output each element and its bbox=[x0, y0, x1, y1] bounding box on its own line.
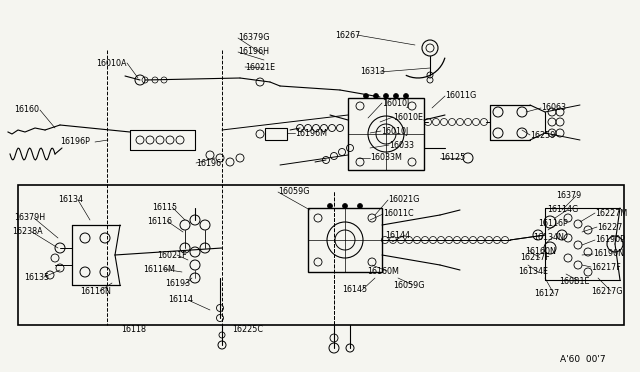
Text: 16116P: 16116P bbox=[538, 218, 568, 228]
Text: 16259: 16259 bbox=[530, 131, 556, 140]
Text: 16196H: 16196H bbox=[238, 48, 269, 57]
Text: 16063: 16063 bbox=[541, 103, 566, 112]
Circle shape bbox=[383, 93, 388, 99]
Text: 16190N: 16190N bbox=[593, 250, 624, 259]
Text: 16033: 16033 bbox=[389, 141, 414, 150]
Text: 16196P: 16196P bbox=[60, 138, 90, 147]
Circle shape bbox=[358, 203, 362, 208]
Text: 16196M: 16196M bbox=[295, 128, 327, 138]
Text: 16059G: 16059G bbox=[278, 187, 310, 196]
Text: 16125: 16125 bbox=[440, 154, 465, 163]
Text: 16116: 16116 bbox=[147, 217, 172, 225]
Circle shape bbox=[328, 203, 333, 208]
Text: 16160: 16160 bbox=[14, 106, 39, 115]
Circle shape bbox=[342, 203, 348, 208]
Text: 16011C: 16011C bbox=[383, 209, 413, 218]
Bar bbox=[18, 185, 624, 325]
Text: 16144: 16144 bbox=[385, 231, 410, 240]
Circle shape bbox=[364, 93, 369, 99]
Text: 16114G: 16114G bbox=[547, 205, 579, 215]
Text: 16225C: 16225C bbox=[232, 326, 263, 334]
Text: 16217F: 16217F bbox=[520, 253, 550, 263]
Text: 16379H: 16379H bbox=[14, 214, 45, 222]
Text: 16010J: 16010J bbox=[381, 126, 408, 135]
Text: 16059G: 16059G bbox=[393, 280, 424, 289]
Text: 160B1E: 160B1E bbox=[559, 276, 589, 285]
Text: 16021F: 16021F bbox=[157, 250, 187, 260]
Text: 16217F: 16217F bbox=[591, 263, 621, 272]
Text: 16127: 16127 bbox=[534, 289, 559, 298]
Text: 16227: 16227 bbox=[597, 222, 622, 231]
Text: 16227M: 16227M bbox=[595, 208, 627, 218]
Bar bbox=[348, 98, 424, 170]
Text: 16196: 16196 bbox=[196, 158, 221, 167]
Text: 16118: 16118 bbox=[121, 326, 146, 334]
Text: 16160M: 16160M bbox=[367, 266, 399, 276]
Text: 16238A: 16238A bbox=[12, 228, 43, 237]
Text: 16134N: 16134N bbox=[533, 232, 564, 241]
Text: 16145: 16145 bbox=[342, 285, 367, 295]
Text: 16267: 16267 bbox=[335, 31, 360, 39]
Text: 16011G: 16011G bbox=[445, 92, 476, 100]
Text: 16135: 16135 bbox=[24, 273, 49, 282]
Circle shape bbox=[394, 93, 399, 99]
Text: 16217G: 16217G bbox=[591, 286, 623, 295]
Text: 16313: 16313 bbox=[360, 67, 385, 77]
Text: 16116N: 16116N bbox=[80, 286, 111, 295]
Text: 16116M: 16116M bbox=[143, 264, 175, 273]
Text: 16134: 16134 bbox=[58, 196, 83, 205]
Text: 16021E: 16021E bbox=[245, 62, 275, 71]
Text: A'60  00'7: A'60 00'7 bbox=[560, 356, 605, 365]
Bar bbox=[265, 128, 287, 140]
Text: 16114: 16114 bbox=[168, 295, 193, 305]
Text: 16010J: 16010J bbox=[382, 99, 409, 108]
Text: 16115: 16115 bbox=[152, 202, 177, 212]
Text: 16193: 16193 bbox=[165, 279, 190, 289]
Text: 16033M: 16033M bbox=[370, 154, 402, 163]
Text: 16160N: 16160N bbox=[525, 247, 556, 256]
Text: 16190P: 16190P bbox=[595, 235, 625, 244]
Text: 16379: 16379 bbox=[556, 192, 581, 201]
Text: 16379G: 16379G bbox=[238, 33, 269, 42]
Text: 16134E: 16134E bbox=[518, 267, 548, 276]
Text: 16010E: 16010E bbox=[393, 112, 423, 122]
Text: 16010A: 16010A bbox=[96, 58, 127, 67]
Circle shape bbox=[403, 93, 408, 99]
Bar bbox=[308, 208, 382, 272]
Circle shape bbox=[374, 93, 378, 99]
Text: 16021G: 16021G bbox=[388, 196, 419, 205]
